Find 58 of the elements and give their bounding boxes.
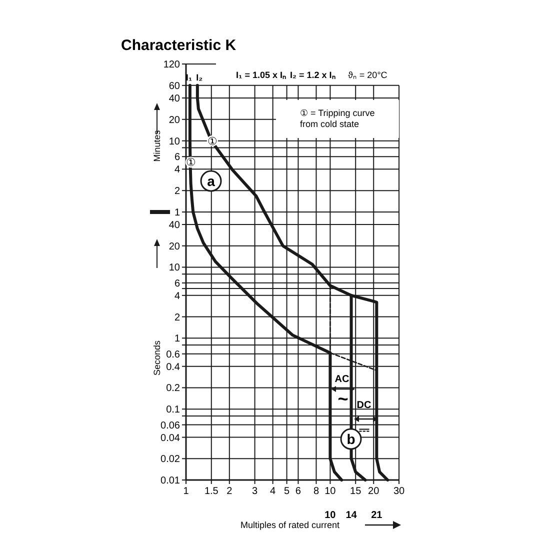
x-tick-label: 2 <box>226 486 233 497</box>
y-tick-label: 0.1 <box>166 404 180 416</box>
y-tick-label: 2 <box>174 186 180 198</box>
y-tick-label: 4 <box>174 164 180 176</box>
text: 21 <box>371 510 383 521</box>
x-tick-label: 1 <box>183 486 190 497</box>
x-tick-label: 5 <box>284 486 290 497</box>
y-tick-label: 40 <box>168 93 180 104</box>
y-tick-label: 20 <box>168 241 180 252</box>
y-tick-label: 0.04 <box>160 432 180 444</box>
x-tick-label: 8 <box>313 486 320 497</box>
y-tick-label: 1 <box>174 208 180 218</box>
y-tick-label: 60 <box>168 80 180 92</box>
annotation: AC <box>334 374 350 385</box>
y-tick-label: 0.6 <box>166 349 180 360</box>
annotation: ⎓ <box>359 422 370 437</box>
y-tick-label: 20 <box>168 114 180 126</box>
annotation: ϑₙ = 20°C <box>348 70 388 80</box>
annotation: ① <box>186 157 196 170</box>
y-tick-label: 6 <box>174 152 180 164</box>
annotation: a <box>207 173 216 189</box>
x-tick-label: 15 <box>350 486 362 497</box>
y-tick-label: 120 <box>163 60 180 70</box>
annotation: b <box>346 431 356 447</box>
y-tick-label: 2 <box>174 312 180 324</box>
y-tick-label: 10 <box>168 262 180 274</box>
x-tick-label: 20 <box>368 486 380 497</box>
annotation: I₂ <box>196 72 203 82</box>
x-tick-label: 30 <box>393 486 405 497</box>
y-tick-label: 0.01 <box>160 476 180 486</box>
chart-title: Characteristic K <box>121 37 236 54</box>
y-axis-title: Minutes <box>152 130 162 162</box>
annotation: ① = Tripping curve <box>300 108 375 118</box>
annotation: I₂ = 1.2 x Iₙ <box>290 70 336 80</box>
x-tick-label: 1.5 <box>204 486 219 497</box>
annotation: ① <box>207 136 218 148</box>
y-tick-label: 0.02 <box>160 454 180 466</box>
y-tick-label: 4 <box>174 290 180 302</box>
x-tick-label: 4 <box>270 486 276 497</box>
x-axis-title: Multiples of rated current <box>240 520 340 530</box>
x-tick-label: 10 <box>324 486 336 497</box>
annotation: DC <box>356 400 372 411</box>
y-tick-label: 1 <box>174 334 180 345</box>
text: 10 <box>324 510 336 521</box>
y-tick-label: 10 <box>168 136 180 148</box>
annotation: I₁ <box>186 72 192 82</box>
y-tick-label: 0.2 <box>166 383 180 394</box>
y-tick-label: 0.06 <box>160 420 180 432</box>
annotation: from cold state <box>300 119 360 129</box>
x-tick-label: 6 <box>295 486 302 497</box>
y-axis-title: Seconds <box>152 340 162 376</box>
annotation: ~ <box>338 389 348 409</box>
annotation: I₁ = 1.05 x Iₙ <box>236 70 287 80</box>
y-tick-label: 0.4 <box>166 362 180 373</box>
x-tick-label: 3 <box>252 486 258 497</box>
y-tick-label: 40 <box>168 220 180 231</box>
y-tick-label: 6 <box>174 278 180 290</box>
text: 14 <box>346 510 358 521</box>
